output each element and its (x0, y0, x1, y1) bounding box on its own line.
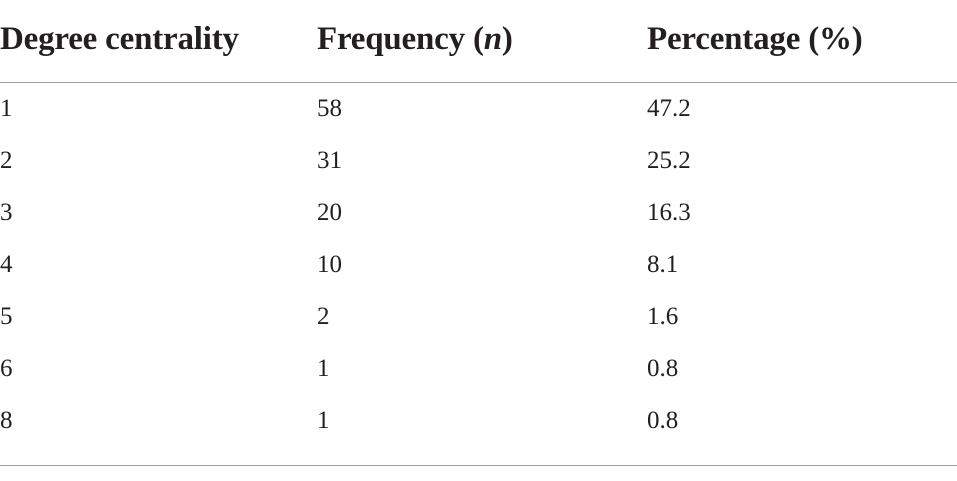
table-header: Degree centrality Frequency (n) Percenta… (0, 0, 957, 83)
table-row: 4 10 8.1 (0, 239, 957, 291)
cell-degree: 2 (0, 147, 13, 174)
cell-percentage: 8.1 (647, 251, 679, 278)
header-degree-centrality: Degree centrality (0, 0, 317, 83)
degree-centrality-table: Degree centrality Frequency (n) Percenta… (0, 0, 957, 448)
cell-percentage: 0.8 (647, 355, 679, 382)
header-frequency: Frequency (n) (317, 0, 647, 83)
cell-percentage: 1.6 (647, 303, 679, 330)
cell-frequency: 10 (317, 251, 342, 278)
cell-degree: 1 (0, 95, 13, 122)
cell-frequency: 31 (317, 147, 342, 174)
cell-degree: 4 (0, 251, 13, 278)
cell-degree: 3 (0, 199, 13, 226)
table-row: 2 31 25.2 (0, 135, 957, 187)
cell-percentage: 0.8 (647, 407, 679, 434)
table-row: 3 20 16.3 (0, 187, 957, 239)
table-body: 1 58 47.2 2 31 25.2 3 20 16.3 4 10 8.1 5 (0, 83, 957, 448)
header-row: Degree centrality Frequency (n) Percenta… (0, 0, 957, 83)
header-frequency-n: n (483, 20, 502, 57)
cell-degree: 8 (0, 407, 13, 434)
cell-frequency: 20 (317, 199, 342, 226)
cell-degree: 6 (0, 355, 13, 382)
header-frequency-suffix: ) (501, 20, 513, 57)
table-row: 6 1 0.8 (0, 343, 957, 395)
cell-percentage: 25.2 (647, 147, 691, 174)
table-row: 5 2 1.6 (0, 291, 957, 343)
cell-percentage: 16.3 (647, 199, 691, 226)
cell-degree: 5 (0, 303, 13, 330)
cell-frequency: 58 (317, 95, 342, 122)
cell-percentage: 47.2 (647, 95, 691, 122)
table-row: 8 1 0.8 (0, 395, 957, 447)
cell-frequency: 1 (317, 355, 330, 382)
cell-frequency: 2 (317, 303, 330, 330)
table-row: 1 58 47.2 (0, 83, 957, 136)
cell-frequency: 1 (317, 407, 330, 434)
header-percentage: Percentage (%) (647, 0, 957, 83)
table-bottom-rule (0, 465, 957, 466)
header-frequency-prefix: Frequency ( (317, 20, 484, 57)
